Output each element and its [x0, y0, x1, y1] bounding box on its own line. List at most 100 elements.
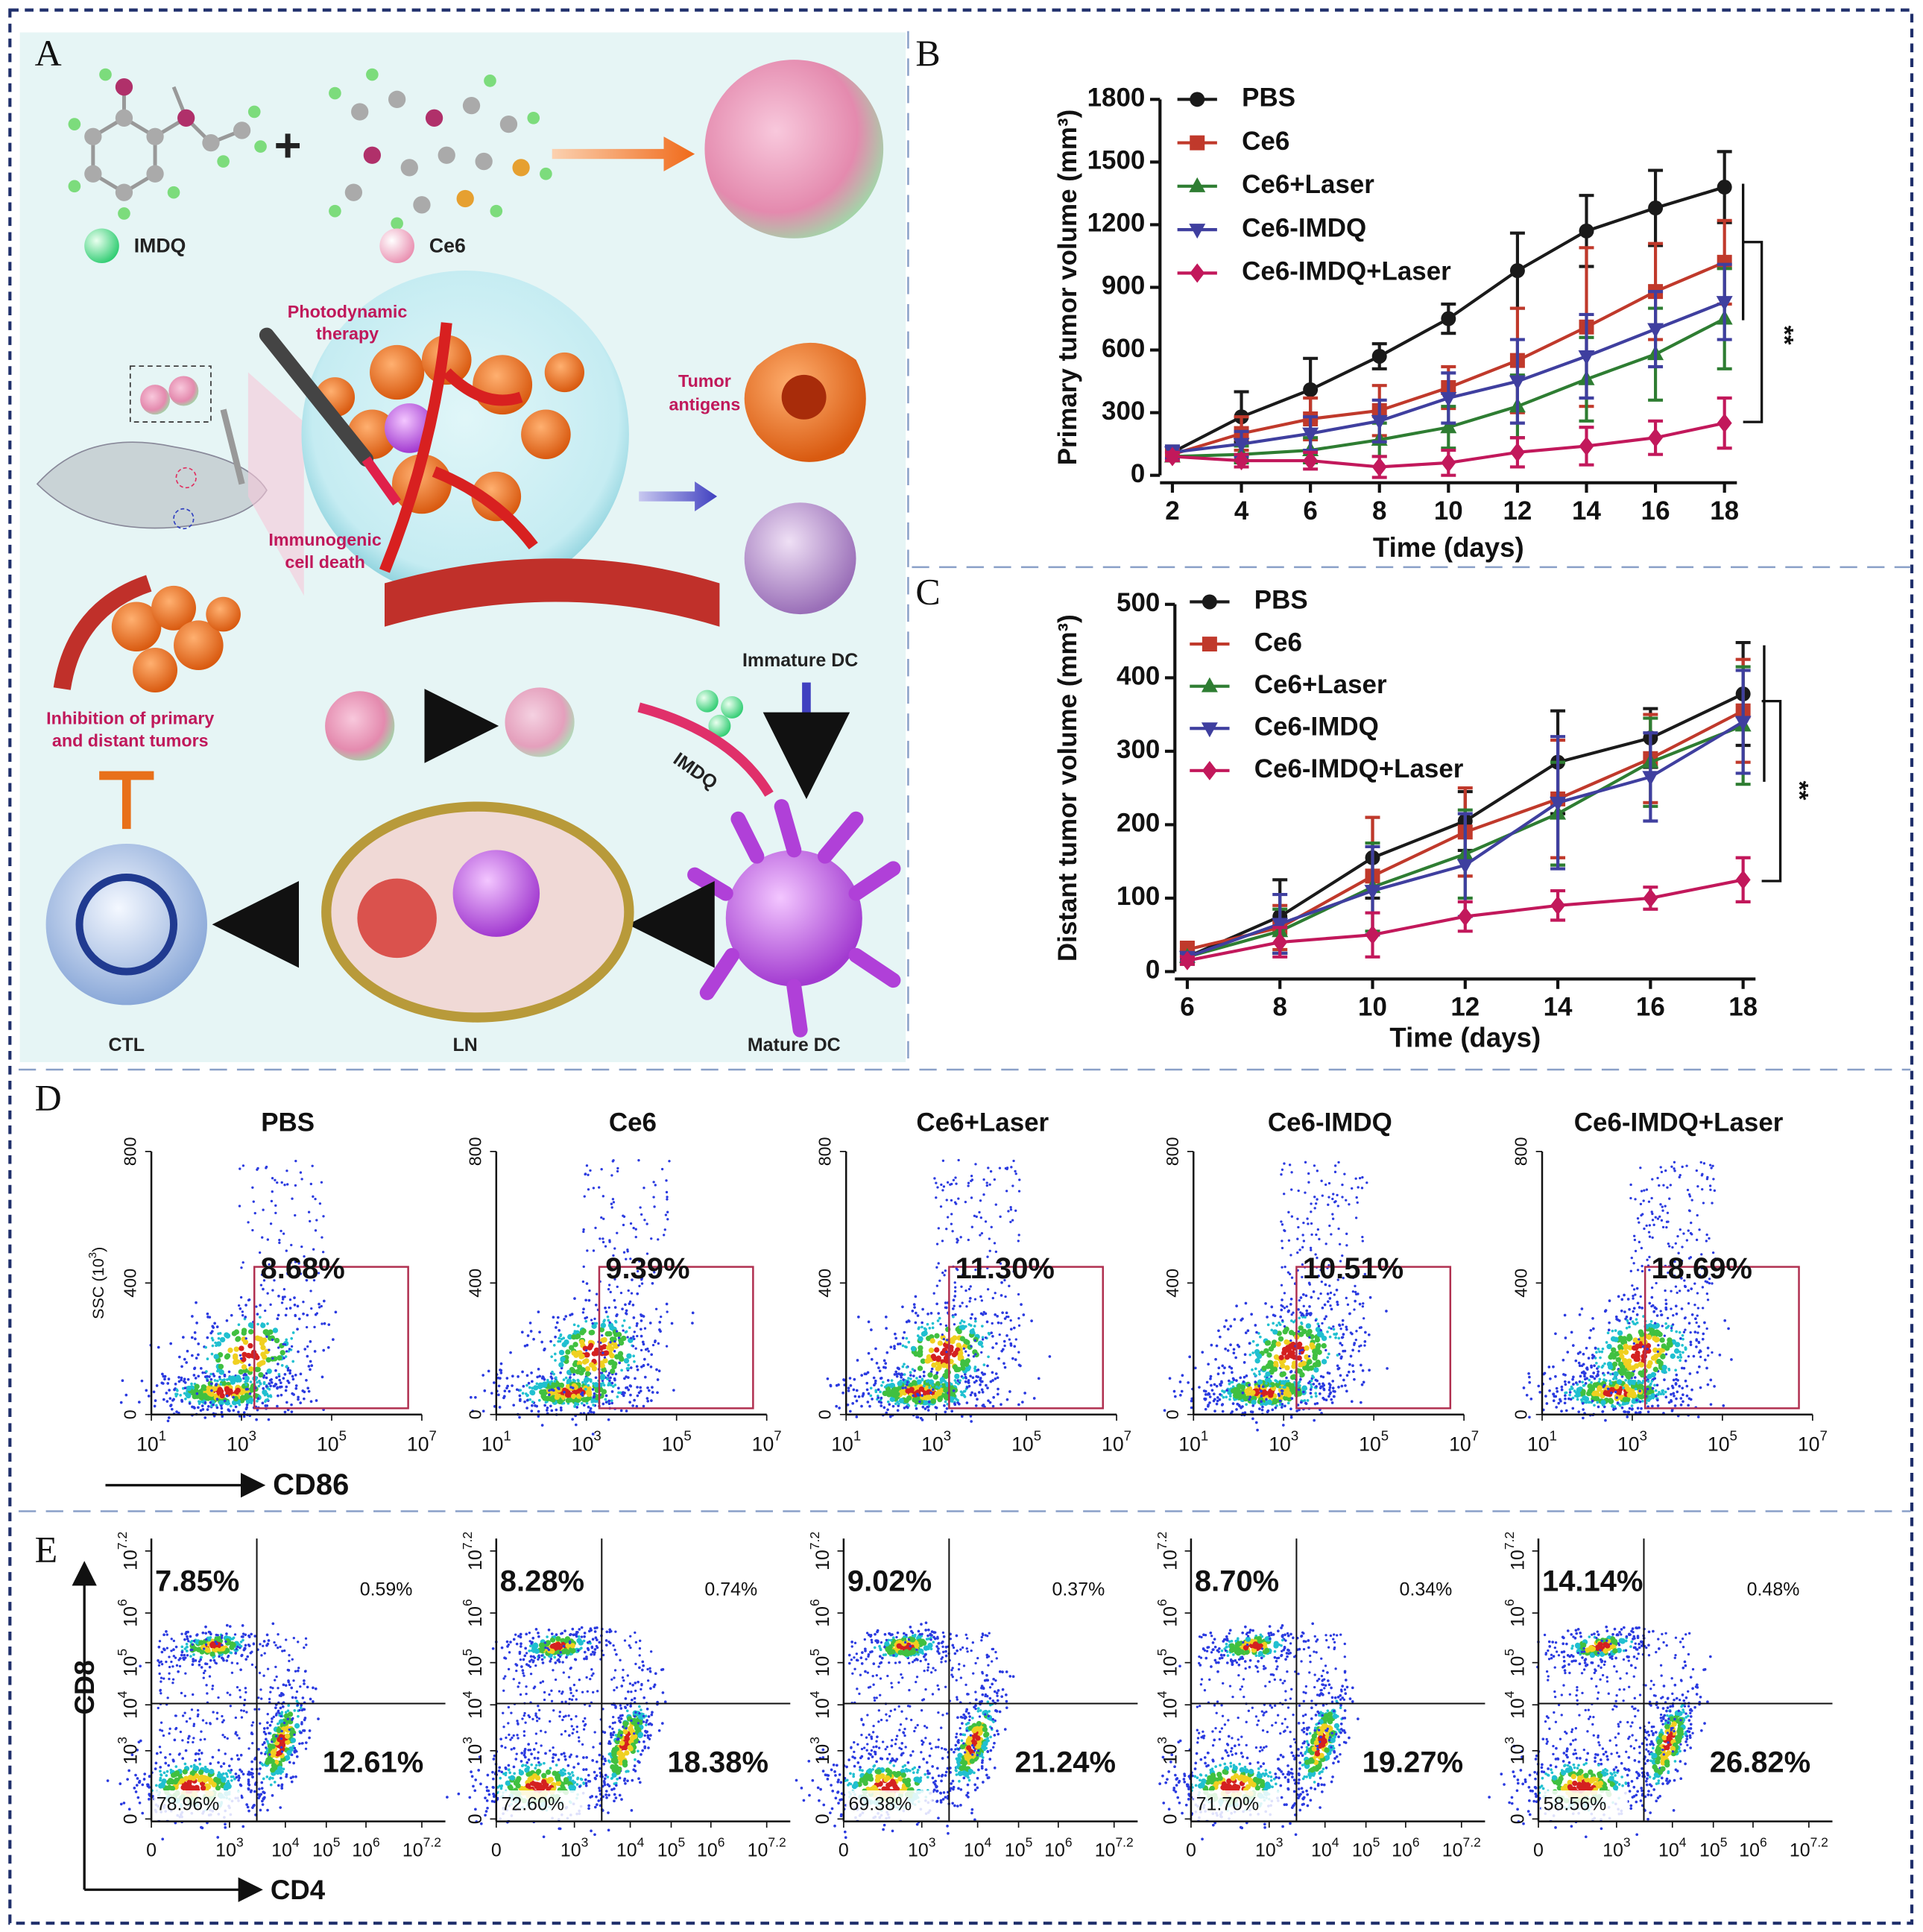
- event-dot: [1356, 1201, 1359, 1205]
- event-dot: [584, 1387, 587, 1391]
- event-dot: [217, 1386, 223, 1392]
- event-dot: [1345, 1296, 1348, 1300]
- event-dot: [1687, 1302, 1690, 1305]
- x-tick-label: 105: [1011, 1427, 1041, 1455]
- event-dot: [915, 1377, 918, 1380]
- x-tick-label: 107: [1798, 1427, 1828, 1455]
- event-dot: [292, 1761, 295, 1765]
- event-dot: [262, 1382, 266, 1386]
- event-dot: [1656, 1404, 1660, 1407]
- event-dot: [1609, 1372, 1612, 1376]
- event-dot: [1224, 1347, 1227, 1351]
- event-dot: [550, 1388, 554, 1392]
- event-dot: [1597, 1385, 1602, 1391]
- event-dot: [653, 1205, 656, 1208]
- event-dot: [1286, 1271, 1290, 1274]
- event-dot: [1654, 1389, 1658, 1392]
- event-dot: [505, 1377, 509, 1380]
- event-dot: [1278, 1386, 1282, 1389]
- x-tick-label-exp: 7: [1819, 1427, 1827, 1443]
- event-dot: [146, 1784, 150, 1788]
- event-dot: [1555, 1406, 1559, 1409]
- event-dot: [901, 1344, 905, 1348]
- event-dot: [874, 1389, 878, 1392]
- event-dot: [1685, 1384, 1689, 1388]
- event-dot: [871, 1398, 874, 1401]
- event-dot: [525, 1383, 528, 1387]
- event-dot: [106, 1779, 110, 1782]
- event-dot: [1357, 1350, 1360, 1353]
- event-dot: [1345, 1199, 1348, 1202]
- event-dot: [1547, 1366, 1551, 1368]
- event-dot: [1647, 1360, 1653, 1366]
- event-dot: [1223, 1366, 1226, 1369]
- event-dot: [590, 1410, 593, 1414]
- event-dot: [1702, 1332, 1705, 1336]
- event-dot: [1017, 1240, 1020, 1243]
- mature-dc-label: Mature DC: [748, 1035, 841, 1055]
- event-dot: [1678, 1175, 1681, 1178]
- event-dot: [1589, 1328, 1593, 1332]
- event-dot: [922, 1384, 926, 1388]
- event-dot: [657, 1369, 661, 1373]
- event-dot: [625, 1375, 628, 1378]
- event-dot: [1337, 1161, 1340, 1164]
- event-dot: [1209, 1374, 1213, 1378]
- event-dot: [233, 1346, 239, 1352]
- event-dot: [980, 1351, 983, 1354]
- event-dot: [1696, 1331, 1699, 1334]
- event-dot: [291, 1374, 294, 1378]
- event-dot: [1642, 1199, 1645, 1202]
- event-dot: [1664, 1306, 1668, 1310]
- event-dot: [1608, 1386, 1615, 1393]
- event-dot: [247, 1397, 254, 1404]
- event-dot: [565, 1398, 571, 1404]
- event-dot: [1315, 1368, 1319, 1372]
- event-dot: [1321, 1194, 1324, 1197]
- event-dot: [1334, 1333, 1338, 1336]
- event-dot: [278, 1241, 281, 1244]
- event-dot: [1333, 1170, 1337, 1173]
- event-dot: [1020, 1303, 1023, 1306]
- event-dot: [1591, 1316, 1594, 1320]
- event-dot: [1595, 1351, 1598, 1354]
- event-dot: [622, 1223, 625, 1227]
- event-dot: [959, 1379, 962, 1383]
- event-dot: [1256, 1428, 1259, 1432]
- x-tick-label: 6: [1180, 993, 1194, 1022]
- event-dot: [893, 1345, 896, 1348]
- event-dot: [1651, 1386, 1655, 1390]
- event-dot: [668, 1160, 671, 1163]
- event-dot: [629, 1393, 632, 1397]
- event-dot: [1537, 1384, 1541, 1388]
- event-dot: [929, 1391, 932, 1395]
- event-dot: [1310, 1248, 1313, 1251]
- event-dot: [609, 1376, 612, 1380]
- event-dot: [1358, 1326, 1362, 1330]
- event-dot: [558, 1336, 561, 1340]
- event-dot: [320, 1236, 323, 1239]
- event-dot: [1270, 1328, 1274, 1332]
- event-dot: [1330, 1401, 1334, 1404]
- event-dot: [904, 1386, 907, 1389]
- marker: [1441, 452, 1456, 473]
- event-dot: [295, 1755, 299, 1758]
- event-dot: [251, 1228, 254, 1232]
- event-dot: [1248, 1383, 1251, 1387]
- event-dot: [633, 1360, 636, 1363]
- event-dot: [1572, 1375, 1575, 1379]
- event-dot: [565, 1349, 571, 1355]
- legend-marker: [1202, 594, 1217, 610]
- event-dot: [237, 1758, 241, 1761]
- event-dot: [1233, 1318, 1237, 1321]
- event-dot: [572, 1323, 576, 1327]
- event-dot: [1351, 1187, 1354, 1190]
- event-dot: [499, 1368, 503, 1372]
- event-dot: [553, 1380, 557, 1383]
- event-dot: [312, 1279, 316, 1282]
- event-dot: [1289, 1370, 1293, 1373]
- event-dot: [1628, 1322, 1631, 1325]
- event-dot: [1301, 1360, 1307, 1366]
- event-dot: [952, 1364, 959, 1370]
